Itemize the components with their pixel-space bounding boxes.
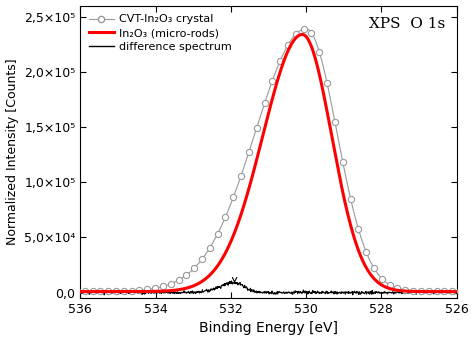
- X-axis label: Binding Energy [eV]: Binding Energy [eV]: [199, 322, 338, 336]
- Text: XPS  O 1s: XPS O 1s: [369, 17, 445, 31]
- Legend: CVT-In₂O₃ crystal, In₂O₃ (micro-rods), difference spectrum: CVT-In₂O₃ crystal, In₂O₃ (micro-rods), d…: [86, 11, 235, 56]
- Y-axis label: Normalized Intensity [Counts]: Normalized Intensity [Counts]: [6, 58, 18, 245]
